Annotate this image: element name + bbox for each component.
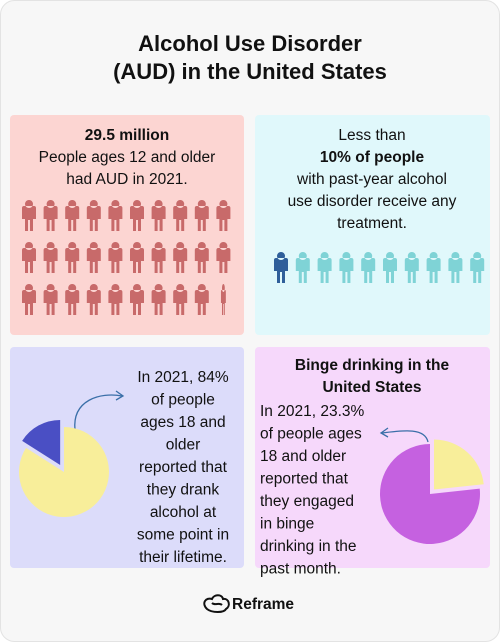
text-line: In 2021, 84% xyxy=(137,369,229,386)
headline: 29.5 million xyxy=(85,127,169,144)
person-icon xyxy=(173,284,188,315)
heading: Binge drinking in the xyxy=(295,357,450,374)
person-icon xyxy=(65,284,80,315)
arrow-head xyxy=(115,390,125,401)
text-line: their lifetime. xyxy=(139,549,227,566)
arrow xyxy=(381,430,429,443)
text-line: People ages 12 and older xyxy=(39,149,216,166)
heading: United States xyxy=(322,379,421,396)
person-icon xyxy=(216,200,231,231)
person-icon xyxy=(65,200,80,231)
text-line: they drank xyxy=(147,482,220,499)
person-icon xyxy=(339,252,354,283)
person-icon xyxy=(383,252,397,283)
text-line: reported that xyxy=(260,471,349,488)
text-line: they engaged xyxy=(260,493,354,510)
text-line: Less than xyxy=(338,127,405,144)
pie-rest xyxy=(379,444,480,545)
person-icon xyxy=(216,242,231,273)
person-icon xyxy=(194,242,209,273)
text-line: some point in xyxy=(137,527,229,544)
text-line: treatment. xyxy=(337,215,407,232)
person-icon xyxy=(108,242,123,273)
person-icon xyxy=(86,284,101,315)
pie-rest xyxy=(22,419,61,465)
person-icon xyxy=(220,284,226,315)
person-icon xyxy=(151,284,166,315)
person-icon xyxy=(274,252,288,283)
person-icon xyxy=(43,284,58,315)
person-icon xyxy=(295,252,310,283)
title: Alcohol Use Disorder xyxy=(138,31,362,56)
person-icon xyxy=(108,200,123,231)
pie-slice xyxy=(18,427,110,518)
person-icon xyxy=(22,284,36,315)
text-line: alcohol at xyxy=(150,504,217,521)
text-line: past month. xyxy=(260,561,341,578)
person-icon xyxy=(448,252,463,283)
text-line: of people ages xyxy=(260,426,362,443)
person-icon xyxy=(173,200,188,231)
person-icon xyxy=(194,284,209,315)
person-icon xyxy=(86,200,101,231)
person-icon xyxy=(43,242,58,273)
text-line: drinking in the xyxy=(260,538,357,555)
person-icon xyxy=(470,252,485,283)
person-icon xyxy=(43,200,58,231)
text-line: had AUD in 2021. xyxy=(66,171,188,188)
text-line: ages 18 and xyxy=(140,414,225,431)
person-icon xyxy=(317,252,332,283)
text-line: older xyxy=(166,437,200,454)
panel xyxy=(10,115,244,335)
brand: Reframe xyxy=(232,596,294,613)
person-icon xyxy=(22,242,36,273)
person-icon xyxy=(130,242,144,273)
person-icon xyxy=(404,252,419,283)
text-line: in binge xyxy=(260,516,314,533)
text-line: with past-year alcohol xyxy=(296,171,447,188)
text-line: reported that xyxy=(139,459,228,476)
text-line: use disorder receive any xyxy=(288,193,457,210)
person-icon xyxy=(130,284,144,315)
pie-slice xyxy=(434,439,484,490)
person-icon xyxy=(86,242,101,273)
person-icon xyxy=(130,200,144,231)
arrow xyxy=(74,394,123,431)
person-icon xyxy=(194,200,209,231)
arrow-head xyxy=(379,427,389,438)
text-line: In 2021, 23.3% xyxy=(260,403,364,420)
text-line: 18 and older xyxy=(260,448,346,465)
text-line: of people xyxy=(151,392,215,409)
title: (AUD) in the United States xyxy=(113,59,387,84)
person-icon xyxy=(22,200,36,231)
person-icon xyxy=(65,242,80,273)
person-icon xyxy=(426,252,441,283)
logo xyxy=(203,594,230,613)
person-icon xyxy=(173,242,188,273)
person-icon xyxy=(151,200,166,231)
person-icon xyxy=(108,284,123,315)
person-icon xyxy=(361,252,376,283)
headline: 10% of people xyxy=(320,149,425,166)
person-icon xyxy=(151,242,166,273)
